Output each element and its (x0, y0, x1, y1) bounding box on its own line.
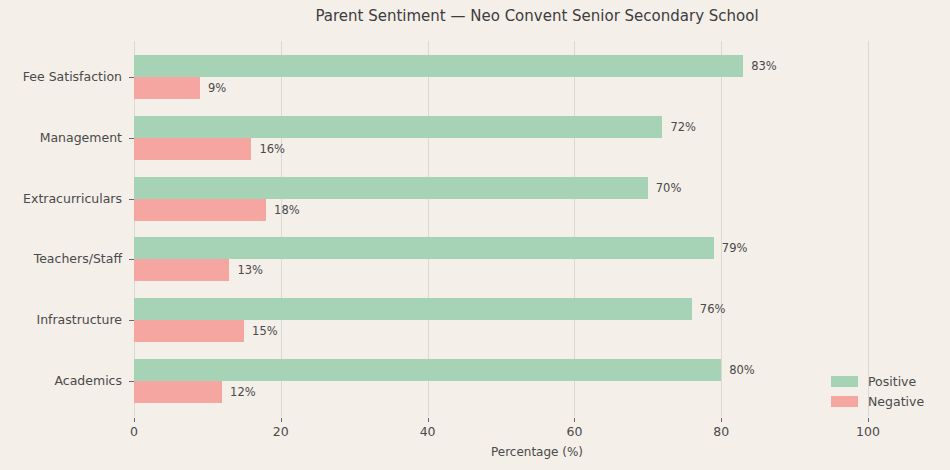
positive-value-label: 83% (751, 55, 777, 77)
x-axis-label: Percentage (%) (134, 445, 940, 459)
x-tick-label: 80 (691, 424, 751, 439)
negative-bar (134, 381, 222, 403)
legend-item: Negative (831, 391, 924, 411)
y-tick-mark (129, 77, 134, 78)
positive-value-label: 80% (729, 359, 755, 381)
positive-bar (134, 116, 662, 138)
y-tick-mark (129, 199, 134, 200)
negative-bar (134, 77, 200, 99)
negative-bar (134, 199, 266, 221)
y-tick-mark (129, 138, 134, 139)
positive-legend-swatch (831, 376, 858, 387)
negative-value-label: 13% (237, 259, 263, 281)
category-label: Extracurriculars (0, 190, 122, 208)
negative-bar (134, 138, 251, 160)
legend-item-label: Positive (868, 374, 916, 389)
category-label: Infrastructure (0, 311, 122, 329)
x-tick-label: 0 (104, 424, 164, 439)
negative-bar (134, 320, 244, 342)
positive-bar (134, 298, 692, 320)
category-label: Management (0, 129, 122, 147)
x-tick-mark (134, 418, 135, 422)
legend-item: Positive (831, 371, 924, 391)
negative-bar (134, 259, 229, 281)
x-tick-mark (281, 418, 282, 422)
y-tick-mark (129, 320, 134, 321)
x-tick-label: 100 (838, 424, 898, 439)
positive-bar (134, 55, 743, 77)
y-tick-mark (129, 381, 134, 382)
positive-value-label: 72% (670, 116, 696, 138)
negative-value-label: 15% (252, 320, 278, 342)
chart-title: Parent Sentiment — Neo Convent Senior Se… (134, 7, 940, 25)
positive-value-label: 70% (656, 177, 682, 199)
x-tick-mark (428, 418, 429, 422)
negative-legend-swatch (831, 396, 858, 407)
x-tick-label: 20 (251, 424, 311, 439)
category-label: Academics (0, 372, 122, 390)
legend: Positive Negative (831, 371, 924, 411)
positive-bar (134, 359, 721, 381)
negative-value-label: 12% (230, 381, 256, 403)
x-tick-label: 60 (544, 424, 604, 439)
x-tick-mark (574, 418, 575, 422)
legend-item-label: Negative (868, 394, 924, 409)
positive-bar (134, 177, 648, 199)
negative-value-label: 9% (208, 77, 226, 99)
positive-value-label: 76% (700, 298, 726, 320)
sentiment-bar-chart: Parent Sentiment — Neo Convent Senior Se… (0, 0, 950, 470)
plot-area: 83% 9% 72% 16% 70% 18% 79% 13% 76% 15% 80% 12% (134, 41, 940, 417)
x-tick-mark (868, 418, 869, 422)
category-label: Fee Satisfaction (0, 68, 122, 86)
category-label: Teachers/Staff (0, 250, 122, 268)
positive-bar (134, 237, 714, 259)
x-gridline (721, 41, 722, 417)
x-tick-mark (721, 418, 722, 422)
positive-value-label: 79% (722, 237, 748, 259)
y-tick-mark (129, 259, 134, 260)
x-gridline (868, 41, 869, 417)
x-tick-label: 40 (398, 424, 458, 439)
negative-value-label: 18% (274, 199, 300, 221)
negative-value-label: 16% (259, 138, 285, 160)
